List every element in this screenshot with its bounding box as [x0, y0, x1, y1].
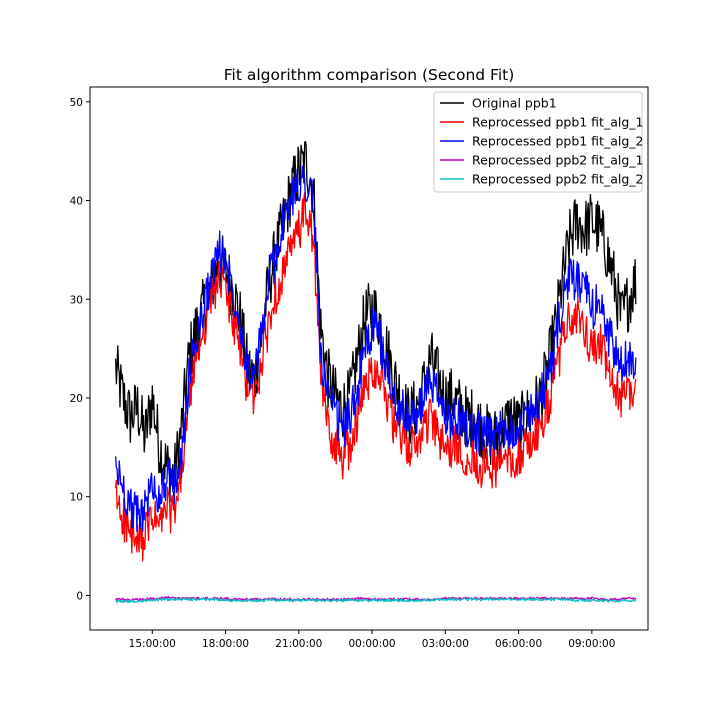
- series-line: [114, 165, 637, 532]
- series-line: [114, 192, 637, 562]
- series-lines: [114, 140, 637, 604]
- legend-label: Reprocessed ppb1 fit_alg_2: [472, 134, 643, 149]
- x-axis: 15:00:00 18:00:00 21:00:00 00:00:00 03:00:00…: [129, 630, 615, 650]
- y-tick-label: 40: [70, 196, 83, 208]
- x-tick-label: 21:00:00: [275, 638, 322, 650]
- y-tick-label: 10: [70, 492, 83, 504]
- x-tick-label: 18:00:00: [202, 638, 249, 650]
- series-line: [115, 597, 637, 604]
- y-tick-label: 50: [70, 97, 83, 109]
- series-line: [114, 140, 637, 502]
- legend-label: Original ppb1: [472, 96, 557, 111]
- y-axis: 0 10 20 30 40 50: [70, 97, 90, 602]
- legend: Original ppb1 Reprocessed ppb1 fit_alg_1 R…: [433, 91, 643, 193]
- x-tick-label: 06:00:00: [495, 638, 542, 650]
- x-tick-label: 09:00:00: [568, 638, 615, 650]
- y-tick-label: 30: [70, 294, 83, 306]
- plot-frame: [89, 86, 649, 631]
- legend-label: Reprocessed ppb2 fit_alg_2: [472, 172, 643, 187]
- legend-label: Reprocessed ppb1 fit_alg_1: [472, 115, 643, 130]
- x-tick-label: 15:00:00: [129, 638, 176, 650]
- y-tick-label: 0: [76, 590, 83, 602]
- legend-label: Reprocessed ppb2 fit_alg_1: [472, 153, 643, 168]
- x-tick-label: 03:00:00: [422, 638, 469, 650]
- x-tick-label: 00:00:00: [348, 638, 395, 650]
- legend-box: [433, 91, 643, 193]
- y-tick-label: 20: [70, 393, 83, 405]
- chart-title: Fit algorithm comparison (Second Fit): [224, 66, 515, 84]
